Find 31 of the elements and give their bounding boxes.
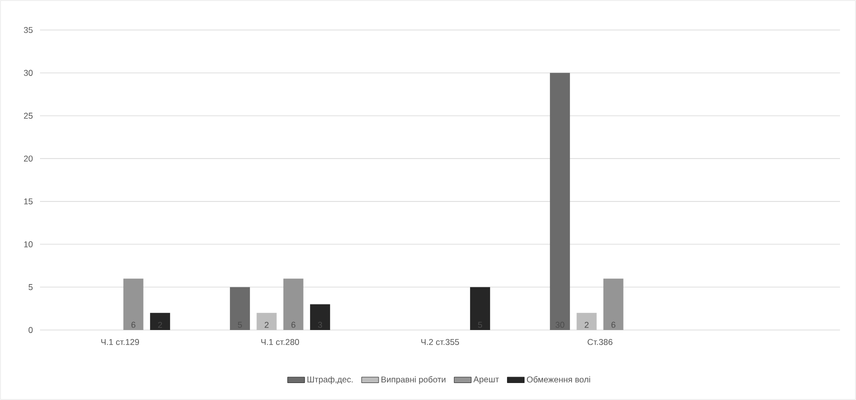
legend-label: Виправні роботи [381, 376, 446, 384]
y-tick-label: 20 [24, 156, 33, 162]
x-tick-label: Ч.1 ст.280 [261, 339, 300, 346]
bar [256, 312, 277, 330]
legend-label: Обмеження волі [526, 376, 590, 382]
bar [576, 312, 597, 330]
bar [123, 278, 144, 330]
bar [603, 278, 624, 330]
data-label: 6 [131, 322, 136, 328]
data-label: 2 [264, 322, 269, 328]
y-tick-label: 10 [24, 241, 33, 248]
bar [470, 287, 490, 330]
data-label: 6 [291, 322, 296, 328]
x-tick-label: Ч.1 ст.129 [101, 339, 139, 346]
x-tick-label: Ст.386 [588, 339, 612, 346]
data-label: 2 [584, 322, 589, 328]
bar [150, 312, 170, 330]
legend-label: Арешт [473, 376, 499, 384]
y-tick-label: 35 [24, 27, 33, 33]
data-label: 6 [611, 322, 616, 328]
y-tick-label: 25 [24, 112, 33, 119]
bar [283, 278, 304, 330]
x-tick-label: Ч.2 ст.355 [421, 339, 460, 346]
bar [230, 287, 250, 330]
legend-label: Штраф,дес. [307, 376, 353, 384]
y-tick-label: 30 [24, 70, 33, 76]
y-tick-label: 5 [28, 284, 33, 290]
y-tick-label: 15 [24, 198, 33, 204]
bar [550, 72, 570, 330]
bar [310, 304, 330, 330]
y-tick-label: 0 [28, 327, 33, 333]
